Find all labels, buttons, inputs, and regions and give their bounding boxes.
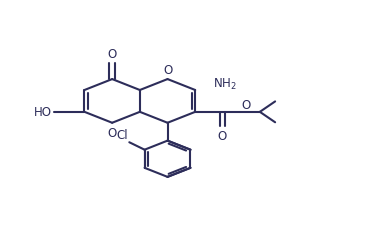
Text: O: O bbox=[108, 48, 117, 61]
Text: O: O bbox=[242, 98, 251, 111]
Text: O: O bbox=[218, 130, 227, 143]
Text: HO: HO bbox=[34, 106, 52, 119]
Text: O: O bbox=[108, 127, 117, 140]
Text: NH$_2$: NH$_2$ bbox=[213, 77, 236, 92]
Text: O: O bbox=[163, 63, 172, 76]
Text: Cl: Cl bbox=[117, 128, 128, 141]
